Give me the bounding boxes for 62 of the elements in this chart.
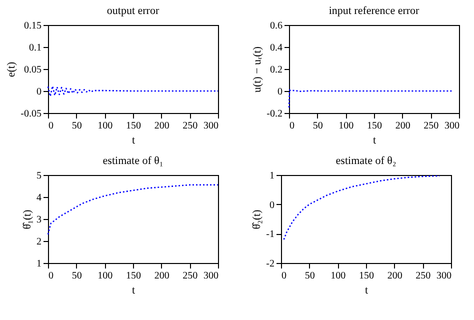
x-tick-label: 300 <box>204 120 218 132</box>
x-tick-label: 50 <box>72 120 82 132</box>
chart-title: estimate of θ₂ <box>336 155 396 167</box>
x-tick-label: 0 <box>48 270 54 282</box>
y-tick-label: 0.1 <box>29 42 42 54</box>
line-series <box>47 86 219 97</box>
x-tick-label: 200 <box>395 120 410 132</box>
x-tick-label: 0 <box>48 120 54 132</box>
x-tick-label: 0 <box>290 120 294 132</box>
x-tick-label: 150 <box>126 120 141 132</box>
x-tick-label: 50 <box>72 270 82 282</box>
x-tick-label: 250 <box>416 270 431 282</box>
y-axis-title: θ̂₁(t) <box>22 209 34 230</box>
y-tick-label: 0 <box>278 86 282 98</box>
y-axis-title: e(t) <box>6 62 18 78</box>
x-tick-label: 200 <box>154 270 170 282</box>
x-tick-label: 150 <box>126 270 141 282</box>
y-tick-label: 0.4 <box>270 42 282 54</box>
x-axis-title: t <box>372 134 376 146</box>
x-tick-label: 300 <box>204 270 218 282</box>
y-tick-label: 5 <box>36 170 42 182</box>
y-tick-label: 0.15 <box>24 20 42 32</box>
y-tick-label: -1 <box>266 229 274 240</box>
x-tick-label: 300 <box>444 120 460 132</box>
x-tick-label: 50 <box>312 120 323 132</box>
y-tick-label: 2 <box>36 236 42 248</box>
x-tick-label: 200 <box>387 270 402 282</box>
x-tick-label: 200 <box>154 120 170 132</box>
line-series <box>47 184 219 236</box>
x-tick-label: 100 <box>338 120 354 132</box>
x-tick-label: 150 <box>359 270 374 282</box>
x-tick-label: 100 <box>330 270 346 282</box>
x-tick-label: 250 <box>182 120 198 132</box>
x-tick-label: 100 <box>98 270 113 282</box>
y-tick-label: 3 <box>36 214 42 226</box>
line-series <box>288 89 454 108</box>
y-tick-label: -2 <box>266 258 274 270</box>
y-tick-label: -0.2 <box>266 108 282 120</box>
x-tick-label: 250 <box>182 270 198 282</box>
y-tick-label: 0 <box>36 86 42 98</box>
chart-title: input reference error <box>328 5 420 17</box>
y-axis-title: θ̂₂(t) <box>251 209 264 230</box>
x-tick-label: 150 <box>367 120 382 132</box>
chart-title: estimate of θ₁ <box>102 155 164 167</box>
line-series <box>283 175 440 240</box>
y-tick-label: 0.6 <box>270 20 282 32</box>
y-tick-label: 0 <box>270 200 274 211</box>
y-tick-label: 4 <box>36 192 42 204</box>
y-tick-label: -0.05 <box>20 108 42 120</box>
x-axis-title: t <box>132 134 136 146</box>
y-tick-label: 0.2 <box>270 64 282 76</box>
y-tick-label: 0.05 <box>24 64 42 76</box>
x-tick-label: 50 <box>304 270 315 282</box>
chart-title: output error <box>106 5 160 17</box>
y-axis-title: u(t) − uᵣ(t) <box>252 46 264 92</box>
x-axis-title: t <box>132 284 136 296</box>
y-tick-label: 1 <box>270 170 274 182</box>
y-tick-label: 1 <box>36 258 42 270</box>
x-tick-label: 100 <box>98 120 113 132</box>
x-tick-label: 300 <box>436 270 452 282</box>
x-tick-label: 250 <box>424 120 439 132</box>
x-axis-title: t <box>364 284 368 296</box>
